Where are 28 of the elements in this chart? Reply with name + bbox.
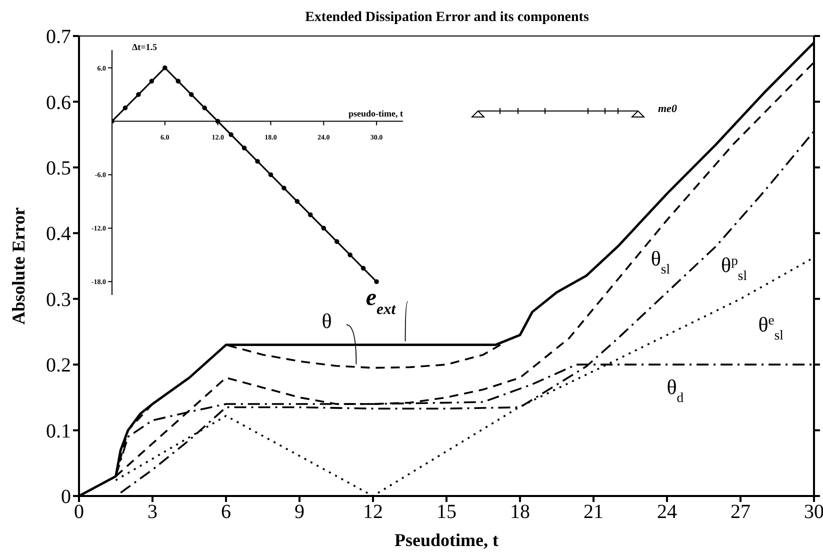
series-label: θ$_{d}$	[666, 374, 684, 404]
x-tick-label: 12	[363, 501, 383, 524]
text: me0	[658, 103, 677, 115]
y-tick-label: 0.6	[46, 92, 71, 114]
x-tick-label: 30	[804, 501, 823, 524]
x-axis-title: pseudo-time, t	[348, 108, 403, 118]
x-axis-title: Pseudotime, t	[394, 530, 498, 550]
y-axis-title: Absolute Error	[8, 207, 28, 325]
y-tick-label: 0.4	[46, 223, 71, 246]
y-tick-label: 0.5	[46, 158, 71, 180]
x-tick-label: 27	[730, 501, 750, 524]
series-label: θ$_{sl}$	[650, 246, 670, 276]
chart-title: Extended Dissipation Error and its components	[304, 10, 590, 26]
y-tick-label: 0.7	[46, 26, 71, 48]
y-tick-label: 0	[61, 486, 71, 508]
x-tick-label: 18	[510, 501, 530, 524]
x-tick-label: 6	[221, 501, 231, 524]
series-label: e$_{ext}$	[366, 285, 396, 318]
x-tick-label: 9	[294, 501, 304, 524]
x-tick-label: 21	[584, 501, 604, 524]
x-tick-label: 15	[436, 501, 456, 524]
x-tick-label: 3	[148, 501, 158, 524]
y-tick-label: 0.3	[46, 288, 71, 311]
y-tick-label: 0.1	[46, 420, 71, 442]
y-tick-label: 0.2	[46, 354, 71, 377]
x-tick-label: 24	[657, 501, 677, 524]
series-label: θ	[322, 309, 332, 334]
chart-title: Δt=1.5	[132, 42, 158, 52]
